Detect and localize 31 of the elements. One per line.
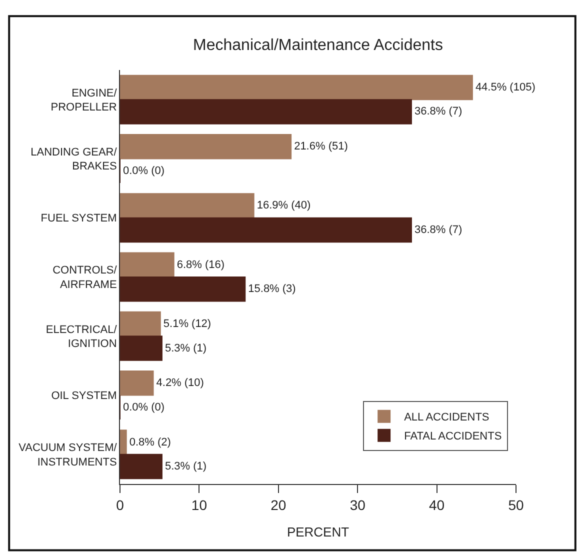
chart-title: Mechanical/Maintenance Accidents — [193, 36, 443, 54]
data-label: 5.3% (1) — [164, 460, 207, 473]
x-tick-label: 20 — [270, 496, 286, 513]
data-label: 4.2% (10) — [156, 377, 204, 390]
data-label: 0.0% (0) — [123, 164, 165, 177]
legend-label: FATAL ACCIDENTS — [404, 430, 502, 443]
x-axis-title: PERCENT — [286, 524, 350, 540]
x-tick-label: 10 — [191, 496, 208, 513]
y-tick-label: FUEL SYSTEM — [40, 212, 117, 225]
x-tick-label: 50 — [508, 496, 524, 513]
x-tick-label: 30 — [350, 496, 366, 513]
y-tick-label: CONTROLS/ AIRFRAME — [52, 264, 118, 291]
y-tick-label: OIL SYSTEM — [51, 390, 117, 402]
data-label: 5.3% (1) — [164, 342, 207, 354]
y-tick-label: ELECTRICAL/ IGNITION — [46, 324, 118, 350]
data-label: 36.8% (7) — [414, 224, 462, 236]
data-label: 0.0% (0) — [123, 401, 165, 414]
legend-label: ALL ACCIDENTS — [404, 412, 490, 424]
y-tick-label: VACUUM SYSTEM/ INSTRUMENTS — [18, 442, 118, 468]
data-label: 44.5% (105) — [475, 81, 536, 94]
x-tick-label: 0 — [116, 496, 124, 513]
data-label: 15.8% (3) — [248, 283, 296, 296]
y-tick-label: ENGINE/ PROPELLER — [50, 87, 118, 114]
x-tick-label: 40 — [429, 496, 445, 513]
y-tick-label: LANDING GEAR/ BRAKES — [30, 146, 118, 173]
data-label: 36.8% (7) — [414, 106, 462, 118]
data-label: 6.8% (16) — [176, 258, 225, 271]
data-label: 0.8% (2) — [129, 436, 171, 448]
data-label: 21.6% (51) — [294, 140, 348, 153]
data-label: 5.1% (12) — [163, 318, 212, 330]
data-label: 16.9% (40) — [256, 200, 311, 212]
